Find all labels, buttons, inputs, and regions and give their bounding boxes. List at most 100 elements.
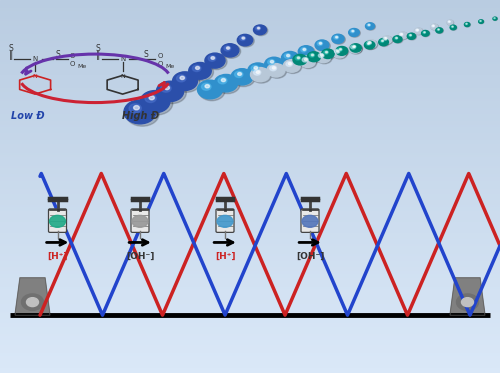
Bar [0, 108, 500, 110]
Bar [0, 300, 500, 302]
Circle shape [449, 21, 450, 22]
Circle shape [198, 80, 222, 99]
Bar [0, 183, 500, 185]
Circle shape [172, 72, 198, 90]
Circle shape [322, 50, 336, 59]
Circle shape [336, 47, 347, 55]
Circle shape [408, 34, 412, 37]
Text: O: O [70, 61, 75, 67]
Circle shape [452, 26, 453, 27]
Circle shape [456, 294, 478, 310]
Circle shape [367, 41, 372, 44]
Bar [0, 293, 500, 295]
Circle shape [414, 28, 423, 35]
Bar [0, 280, 500, 282]
Circle shape [156, 81, 184, 101]
Bar [0, 244, 500, 246]
Text: S: S [96, 44, 100, 53]
Bar [0, 132, 500, 134]
Circle shape [145, 94, 156, 103]
Circle shape [350, 44, 362, 52]
Bar [0, 319, 500, 321]
Circle shape [494, 18, 495, 19]
Circle shape [300, 56, 317, 69]
Text: ‖: ‖ [96, 51, 100, 60]
Circle shape [319, 43, 322, 44]
Circle shape [394, 36, 403, 43]
Circle shape [464, 22, 470, 26]
Circle shape [301, 48, 306, 52]
Circle shape [293, 54, 307, 65]
Circle shape [224, 46, 230, 51]
Bar [0, 54, 500, 56]
Circle shape [288, 63, 292, 65]
Bar [0, 129, 500, 131]
FancyBboxPatch shape [216, 209, 234, 232]
Circle shape [336, 37, 338, 38]
Circle shape [410, 35, 412, 36]
Bar [0, 285, 500, 287]
Bar [0, 175, 500, 177]
Circle shape [380, 40, 384, 43]
Bar [0, 263, 500, 265]
Bar [0, 39, 500, 41]
Circle shape [218, 77, 227, 84]
Circle shape [366, 23, 376, 30]
Bar [0, 190, 500, 192]
Circle shape [400, 34, 402, 35]
Bar [0, 276, 500, 278]
Circle shape [349, 29, 360, 37]
Bar [0, 313, 500, 315]
Text: O: O [158, 53, 162, 59]
Bar [0, 4, 500, 6]
Bar [0, 123, 500, 125]
Bar [0, 200, 500, 201]
Circle shape [336, 47, 349, 56]
Bar [0, 326, 500, 328]
Bar [0, 287, 500, 289]
Circle shape [256, 71, 260, 73]
Bar [0, 153, 500, 155]
Bar [0, 360, 500, 362]
Bar [0, 116, 500, 117]
Circle shape [436, 28, 442, 33]
Bar [0, 282, 500, 283]
Bar [0, 78, 500, 80]
Bar [0, 90, 500, 91]
Circle shape [310, 53, 314, 57]
Bar [0, 367, 500, 369]
Circle shape [205, 85, 210, 88]
Circle shape [158, 82, 186, 104]
Circle shape [284, 60, 302, 73]
Text: O: O [70, 53, 75, 59]
Circle shape [316, 52, 330, 63]
Circle shape [226, 47, 230, 49]
Bar [0, 134, 500, 136]
Bar [0, 364, 500, 366]
Circle shape [214, 75, 238, 92]
Bar [0, 21, 500, 22]
Bar [0, 339, 500, 341]
Bar [0, 119, 500, 121]
Bar [0, 26, 500, 28]
Bar [0, 50, 500, 52]
Circle shape [192, 65, 201, 72]
Circle shape [324, 51, 328, 54]
Circle shape [366, 40, 378, 49]
Circle shape [396, 37, 398, 38]
Circle shape [365, 40, 376, 48]
Bar [0, 265, 500, 267]
Bar [0, 201, 500, 203]
Bar [0, 213, 500, 214]
Bar [0, 45, 500, 47]
Circle shape [367, 24, 370, 26]
Bar [0, 170, 500, 172]
Bar [0, 194, 500, 196]
Circle shape [160, 84, 171, 92]
Circle shape [322, 49, 334, 59]
Circle shape [312, 54, 314, 56]
Circle shape [298, 46, 314, 57]
Bar [0, 332, 500, 334]
Circle shape [430, 24, 438, 29]
Bar [0, 358, 500, 360]
